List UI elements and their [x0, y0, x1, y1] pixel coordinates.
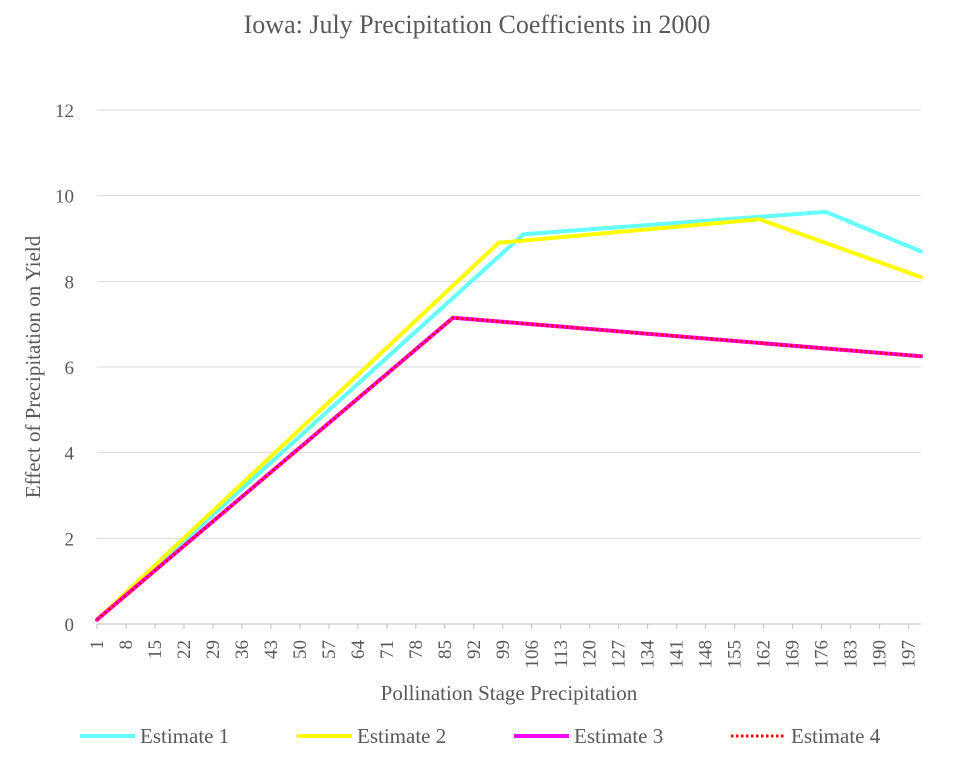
y-tick-label: 4 — [65, 444, 75, 465]
x-tick-label: 155 — [725, 640, 746, 669]
x-tick-label: 148 — [696, 640, 717, 669]
x-tick-label: 92 — [464, 640, 485, 659]
x-tick-labels: 1 8 15 22 29 36 43 50 57 64 71 78 85 92 99 106 113 120 127… — [87, 624, 920, 669]
series-line-2 — [95, 217, 923, 622]
legend-label-3: Estimate 3 — [574, 724, 663, 748]
y-tick-label: 0 — [65, 615, 75, 636]
x-tick-label: 197 — [899, 640, 920, 669]
legend: Estimate 1 Estimate 2 Estimate 3 Estimate 4 — [80, 724, 881, 748]
legend-label-4: Estimate 4 — [791, 724, 881, 748]
y-tick-labels: 0 2 4 6 8 10 12 — [55, 101, 75, 636]
x-tick-label: 85 — [435, 640, 456, 659]
x-tick-label: 106 — [522, 640, 543, 669]
chart-title: Iowa: July Precipitation Coefficients in… — [243, 10, 711, 39]
y-tick-label: 8 — [65, 272, 75, 293]
y-tick-label: 6 — [65, 358, 75, 379]
y-tick-label: 12 — [55, 101, 74, 122]
x-tick-label: 64 — [348, 640, 369, 660]
x-tick-label: 57 — [319, 640, 340, 659]
series-lines — [95, 209, 923, 622]
x-tick-label: 15 — [145, 640, 166, 659]
legend-label-2: Estimate 2 — [357, 724, 446, 748]
x-tick-label: 183 — [841, 640, 862, 669]
series-line-3 — [95, 315, 923, 622]
x-tick-label: 169 — [783, 640, 804, 669]
x-tick-label: 120 — [580, 640, 601, 669]
grid-lines — [97, 109, 921, 625]
y-tick-label: 2 — [65, 529, 75, 550]
x-tick-label: 50 — [290, 640, 311, 659]
x-tick-label: 29 — [203, 640, 224, 659]
x-tick-label: 71 — [377, 640, 398, 659]
x-tick-label: 141 — [667, 640, 688, 669]
x-tick-label: 22 — [174, 640, 195, 659]
y-axis-title: Effect of Precipitation on Yield — [21, 235, 45, 498]
x-tick-label: 190 — [870, 640, 891, 669]
x-tick-label: 99 — [493, 640, 514, 659]
x-tick-label: 36 — [232, 640, 253, 659]
x-tick-label: 43 — [261, 640, 282, 659]
x-tick-label: 1 — [87, 640, 108, 650]
x-tick-label: 78 — [406, 640, 427, 659]
x-tick-label: 134 — [638, 640, 659, 669]
x-axis-title: Pollination Stage Precipitation — [381, 681, 638, 705]
legend-label-1: Estimate 1 — [140, 724, 229, 748]
x-tick-label: 162 — [754, 640, 775, 669]
series-line-1 — [95, 209, 923, 622]
series-line-4 — [96, 316, 922, 621]
x-tick-label: 127 — [609, 640, 630, 669]
x-tick-label: 113 — [551, 640, 572, 668]
y-tick-label: 10 — [55, 187, 74, 208]
x-tick-label: 176 — [812, 640, 833, 669]
x-tick-label: 8 — [116, 640, 137, 650]
